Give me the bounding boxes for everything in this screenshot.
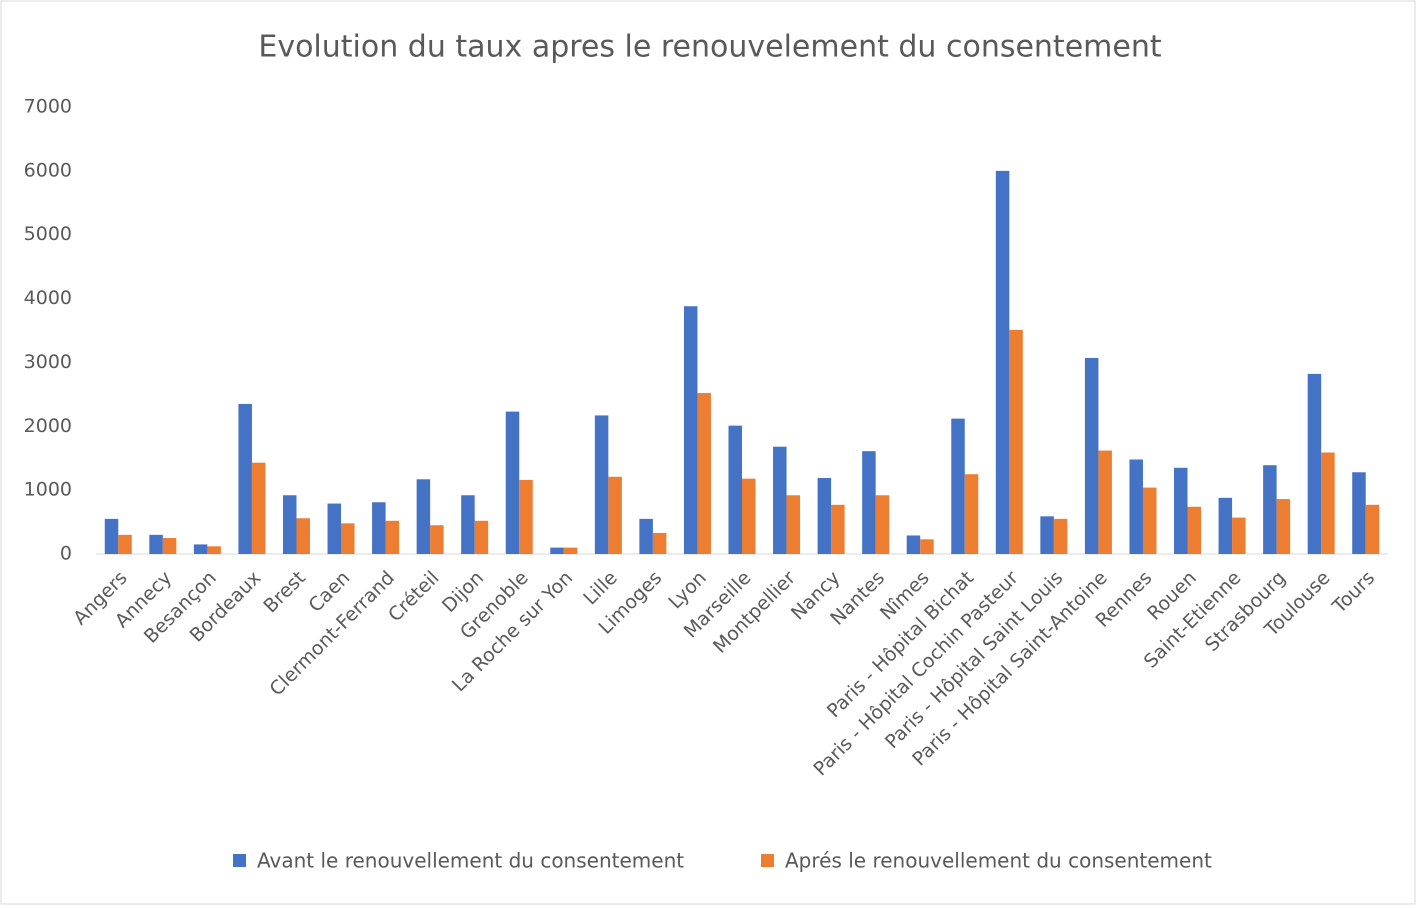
- bar: [1084, 357, 1099, 554]
- bar: [251, 462, 266, 554]
- bar: [104, 518, 119, 554]
- bar: [1040, 516, 1054, 554]
- bar: [1142, 487, 1157, 554]
- bar: [193, 544, 208, 554]
- bar: [951, 418, 965, 554]
- bar: [1174, 467, 1188, 554]
- bar: [505, 411, 520, 554]
- bar: [1009, 329, 1023, 554]
- bar: [773, 446, 787, 554]
- bar: [964, 474, 979, 554]
- bar: [327, 503, 342, 554]
- bar: [416, 479, 431, 554]
- bar: [282, 495, 297, 554]
- legend-label: Avant le renouvellement du consentement: [257, 849, 684, 873]
- bar: [817, 478, 832, 554]
- bar: [608, 476, 622, 554]
- bar: [920, 539, 934, 554]
- bar: [385, 520, 400, 554]
- bar: [594, 415, 609, 554]
- legend-label: Aprés le renouvellement du consentement: [785, 849, 1212, 873]
- bar: [474, 520, 489, 554]
- bar: [862, 451, 876, 554]
- bar: [742, 478, 756, 554]
- bar: [461, 495, 475, 554]
- bar: [1098, 450, 1112, 554]
- bar: [639, 518, 653, 554]
- bar: [149, 534, 163, 554]
- y-tick-label: 3000: [24, 351, 72, 373]
- bar: [1232, 517, 1246, 554]
- bar: [831, 504, 845, 554]
- bar: [1307, 373, 1322, 554]
- bar: [728, 425, 742, 554]
- bar: [296, 518, 310, 554]
- bar: [118, 534, 132, 554]
- bar: [1321, 452, 1335, 554]
- bar: [519, 479, 533, 554]
- bar: [1053, 518, 1068, 554]
- bar: [652, 532, 667, 554]
- bar: [1263, 465, 1277, 554]
- bar: [906, 535, 921, 554]
- bar: [563, 547, 578, 554]
- bar: [207, 546, 221, 554]
- bar: [238, 403, 252, 554]
- bar: [1218, 497, 1233, 554]
- y-tick-label: 1000: [24, 479, 72, 501]
- bar: [372, 502, 386, 554]
- bar: [697, 393, 711, 554]
- y-tick-label: 0: [60, 543, 72, 565]
- bar: [1352, 472, 1366, 554]
- legend-swatch: [761, 854, 774, 867]
- bar: [995, 170, 1010, 554]
- bar: [162, 538, 177, 554]
- y-tick-label: 2000: [24, 415, 72, 437]
- bar: [1187, 506, 1202, 554]
- bar: [683, 306, 698, 554]
- bar: [430, 525, 444, 554]
- bar: [341, 523, 355, 554]
- y-tick-label: 4000: [24, 287, 72, 309]
- y-tick-label: 6000: [24, 159, 72, 181]
- legend-swatch: [233, 854, 246, 867]
- y-tick-label: 7000: [24, 96, 72, 118]
- chart-title: Evolution du taux apres le renouvelement…: [258, 30, 1161, 65]
- y-tick-label: 5000: [24, 223, 72, 245]
- bar: [875, 495, 890, 554]
- bar: [1129, 459, 1143, 554]
- bar: [1365, 504, 1380, 554]
- bar: [550, 547, 564, 554]
- bar: [1276, 499, 1291, 554]
- bar: [786, 495, 801, 554]
